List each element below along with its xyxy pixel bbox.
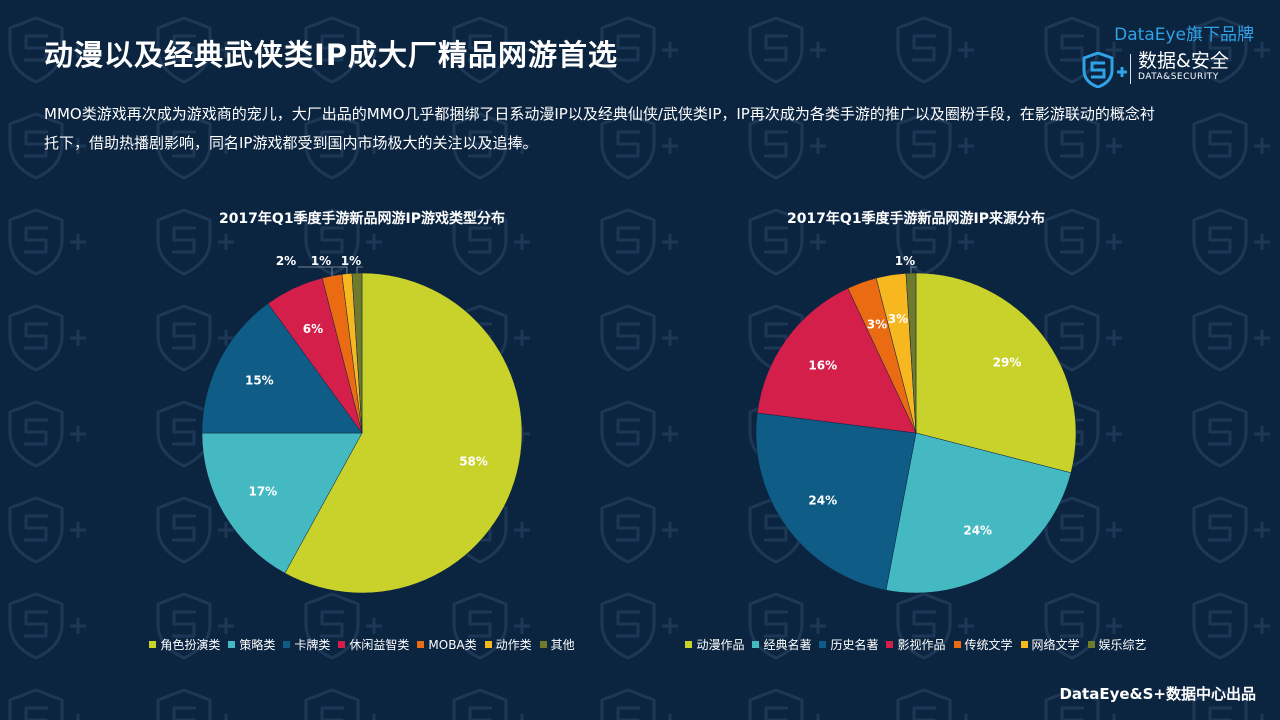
chart-ip-game-type: 58% 17% 15% 6% 2% 1% 1% 2017年Q1季度手游新品网游IP游戏类型分…: [82, 200, 642, 670]
legend-item: 角色扮演类: [149, 636, 220, 653]
legend-item: 策略类: [228, 636, 275, 653]
legend-item: 娱乐综艺: [1087, 636, 1147, 653]
legend-label: 休闲益智类: [349, 638, 410, 652]
slice-label-0: 29%: [993, 355, 1022, 369]
leader-line-6: [356, 266, 363, 274]
legend-label: 娱乐综艺: [1098, 638, 1147, 652]
legend-swatch: [484, 641, 492, 648]
chart-ip-source: 29% 24% 24% 16% 3% 3% 1% 2017年Q1季度手游新品网游IP来源分布…: [636, 200, 1196, 670]
pie-slice-2: [755, 412, 917, 591]
legend-label: 策略类: [239, 638, 276, 652]
legend-label: 角色扮演类: [160, 638, 221, 652]
brand-name: 数据&安全: [1138, 50, 1229, 72]
leader-line-4: [298, 266, 333, 276]
pie-slice-3: [756, 287, 917, 434]
brand-tagline: DataEye旗下品牌: [1114, 25, 1254, 45]
legend-swatch: [417, 641, 425, 648]
legend-swatch: [886, 641, 894, 648]
slice-label-3: 6%: [303, 322, 323, 336]
legend-label: 其他: [550, 638, 575, 652]
legend-swatch: [1087, 641, 1095, 648]
slice-label-5: 3%: [888, 312, 908, 326]
chart-title: 2017年Q1季度手游新品网游IP游戏类型分布: [218, 211, 506, 227]
legend-swatch: [752, 641, 760, 648]
slice-label-6: 1%: [895, 254, 915, 268]
legend-item: 影视作品: [886, 636, 946, 653]
legend-item: 动作类: [484, 636, 532, 653]
legend-item: 网络文学: [1020, 636, 1080, 653]
chart-title: 2017年Q1季度手游新品网游IP来源分布: [786, 211, 1046, 227]
legend-item: 历史名著: [819, 636, 878, 653]
legend-swatch: [149, 641, 157, 648]
legend-swatch: [1020, 641, 1028, 648]
slice-label-6: 1%: [341, 254, 361, 268]
legend-label: 历史名著: [830, 638, 879, 652]
brand-divider: [1130, 54, 1131, 84]
leader-line-6: [910, 266, 917, 274]
legend-swatch: [953, 641, 961, 648]
pie-slice-0: [284, 272, 523, 594]
pie-chart-svg: 58% 17% 15% 6% 2% 1% 1%: [201, 254, 523, 594]
legend-label: 动作类: [495, 638, 532, 652]
legend-swatch: [685, 641, 693, 648]
page-title: 动漫以及经典武侠类IP成大厂精品网游首选: [44, 38, 619, 72]
legend-label: 影视作品: [897, 638, 946, 652]
legend-label: 传统文学: [964, 638, 1013, 652]
chart-legend: 角色扮演类 策略类 卡牌类 休闲益智类 MOBA类 动作类 其他: [82, 636, 642, 653]
slice-label-0: 58%: [459, 455, 488, 469]
legend-label: 动漫作品: [696, 638, 745, 652]
legend-item: 传统文学: [953, 636, 1013, 653]
legend-item: 经典名著: [752, 636, 811, 653]
legend-item: 其他: [539, 636, 575, 653]
pie-slice-1: [201, 432, 363, 574]
brand-logo: DataEye旗下品牌 数据&安全 DATA&SECURITY: [1074, 18, 1254, 88]
pie-slice-1: [885, 432, 1072, 594]
legend-item: 动漫作品: [685, 636, 744, 653]
shield-s-plus-icon: [1082, 52, 1127, 88]
pie-slice-2: [201, 303, 363, 434]
brand-subtitle: DATA&SECURITY: [1138, 72, 1219, 82]
pie-slice-0: [915, 272, 1077, 474]
legend-item: 卡牌类: [283, 636, 330, 653]
pie-chart-svg: 29% 24% 24% 16% 3% 3% 1%: [755, 254, 1077, 594]
chart-legend: 动漫作品 经典名著 历史名著 影视作品 传统文学 网络文学 娱乐综艺: [636, 636, 1196, 653]
slice-label-4: 2%: [276, 254, 296, 268]
slice-label-3: 16%: [808, 358, 837, 372]
legend-item: MOBA类: [417, 636, 477, 653]
slice-label-2: 24%: [808, 494, 837, 508]
legend-swatch: [819, 641, 827, 648]
slice-label-5: 1%: [311, 254, 331, 268]
legend-swatch: [338, 641, 346, 648]
legend-item: 休闲益智类: [338, 636, 409, 653]
page-description: MMO类游戏再次成为游戏商的宠儿，大厂出品的MMO几乎都捆绑了日系动漫IP以及经…: [44, 105, 1155, 152]
legend-swatch: [283, 641, 291, 648]
slice-label-1: 17%: [248, 485, 277, 499]
slice-label-1: 24%: [963, 523, 992, 537]
slice-label-2: 15%: [245, 374, 274, 388]
legend-label: 网络文学: [1031, 638, 1080, 652]
legend-label: 卡牌类: [294, 638, 331, 652]
legend-label: 经典名著: [763, 638, 812, 652]
legend-swatch: [539, 641, 547, 648]
legend-swatch: [228, 641, 236, 648]
leader-line-5: [332, 266, 348, 274]
legend-label: MOBA类: [428, 638, 477, 652]
slice-label-4: 3%: [867, 318, 887, 332]
footer-credit: DataEye&S+数据中心出品: [1059, 685, 1256, 703]
